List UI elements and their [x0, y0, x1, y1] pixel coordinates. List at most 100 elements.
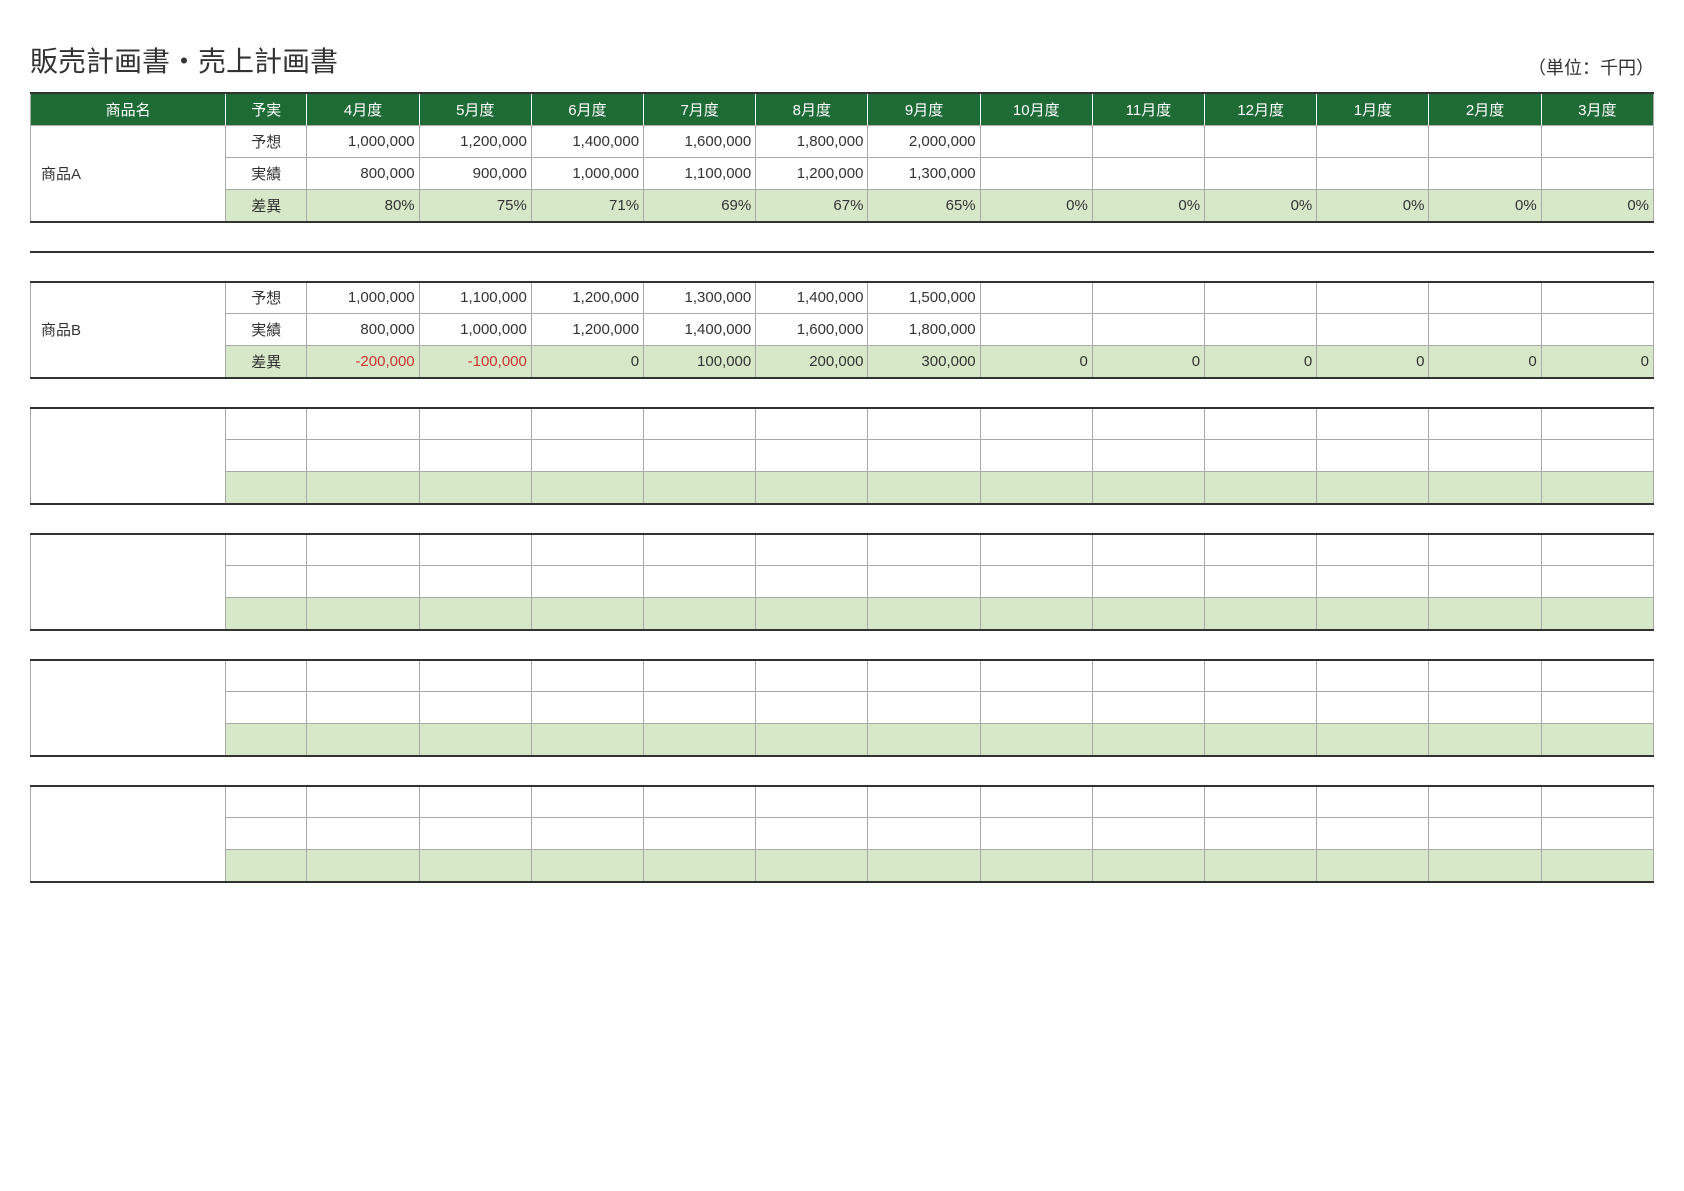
- diff-cell: 0%: [1205, 190, 1317, 222]
- forecast-cell: 1,400,000: [531, 126, 643, 158]
- diff-cell: [307, 724, 419, 756]
- diff-cell: 0: [1317, 346, 1429, 378]
- row-type-diff: [226, 472, 307, 504]
- diff-cell: [1205, 724, 1317, 756]
- diff-cell: [644, 472, 756, 504]
- product-table: [30, 533, 1654, 631]
- diff-cell: [1429, 598, 1541, 630]
- actual-cell: [1317, 818, 1429, 850]
- column-header: 1月度: [1317, 93, 1429, 125]
- diff-cell: 200,000: [756, 346, 868, 378]
- forecast-cell: 1,000,000: [307, 126, 419, 158]
- row-type-actual: [226, 818, 307, 850]
- actual-cell: [1092, 818, 1204, 850]
- actual-cell: [1541, 158, 1653, 190]
- diff-cell: [307, 472, 419, 504]
- diff-cell: [1541, 850, 1653, 882]
- diff-cell: 0: [980, 346, 1092, 378]
- product-table: [30, 407, 1654, 505]
- forecast-cell: [980, 534, 1092, 566]
- diff-cell: -100,000: [419, 346, 531, 378]
- forecast-cell: [419, 660, 531, 692]
- forecast-cell: [419, 408, 531, 440]
- product-table: 商品A予想1,000,0001,200,0001,400,0001,600,00…: [30, 126, 1654, 223]
- page-title: 販売計画書・売上計画書: [30, 40, 338, 80]
- actual-cell: [980, 314, 1092, 346]
- forecast-cell: [531, 786, 643, 818]
- diff-cell: 71%: [531, 190, 643, 222]
- forecast-cell: [1205, 408, 1317, 440]
- forecast-cell: [307, 534, 419, 566]
- forecast-cell: [1092, 126, 1204, 158]
- actual-cell: [419, 818, 531, 850]
- forecast-cell: 1,600,000: [644, 126, 756, 158]
- diff-cell: [1092, 850, 1204, 882]
- diff-cell: [1317, 724, 1429, 756]
- diff-cell: [1317, 472, 1429, 504]
- actual-cell: [980, 440, 1092, 472]
- forecast-cell: [644, 408, 756, 440]
- diff-cell: [980, 724, 1092, 756]
- actual-cell: [980, 818, 1092, 850]
- actual-cell: [756, 818, 868, 850]
- actual-cell: [1205, 158, 1317, 190]
- column-header: 5月度: [419, 93, 531, 125]
- column-header: 7月度: [644, 93, 756, 125]
- actual-cell: [1429, 440, 1541, 472]
- diff-cell: [1092, 724, 1204, 756]
- diff-cell: 67%: [756, 190, 868, 222]
- forecast-cell: [980, 408, 1092, 440]
- diff-cell: [868, 598, 980, 630]
- actual-cell: 1,100,000: [644, 158, 756, 190]
- row-type-actual: [226, 440, 307, 472]
- diff-cell: 0: [531, 346, 643, 378]
- diff-cell: 75%: [419, 190, 531, 222]
- forecast-cell: [1429, 408, 1541, 440]
- actual-cell: [1541, 314, 1653, 346]
- diff-cell: 0: [1429, 346, 1541, 378]
- row-type-diff: 差異: [226, 346, 307, 378]
- diff-cell: [1205, 850, 1317, 882]
- product-name-cell: [31, 660, 226, 756]
- product-table: [30, 785, 1654, 883]
- actual-cell: [980, 158, 1092, 190]
- actual-cell: [419, 566, 531, 598]
- diff-cell: 80%: [307, 190, 419, 222]
- forecast-cell: [756, 408, 868, 440]
- forecast-cell: [1205, 660, 1317, 692]
- actual-cell: [756, 692, 868, 724]
- diff-cell: [531, 850, 643, 882]
- forecast-cell: [1317, 282, 1429, 314]
- forecast-cell: 1,000,000: [307, 282, 419, 314]
- forecast-cell: [1092, 660, 1204, 692]
- forecast-cell: [980, 786, 1092, 818]
- actual-cell: [868, 440, 980, 472]
- forecast-cell: [868, 534, 980, 566]
- forecast-cell: 1,100,000: [419, 282, 531, 314]
- column-header: 4月度: [307, 93, 419, 125]
- forecast-cell: [980, 660, 1092, 692]
- forecast-cell: [756, 534, 868, 566]
- diff-cell: 65%: [868, 190, 980, 222]
- diff-cell: [419, 472, 531, 504]
- actual-cell: [1205, 314, 1317, 346]
- actual-cell: 1,200,000: [531, 314, 643, 346]
- actual-cell: 800,000: [307, 158, 419, 190]
- actual-cell: [644, 566, 756, 598]
- actual-cell: [1205, 818, 1317, 850]
- row-type-diff: 差異: [226, 190, 307, 222]
- actual-cell: [756, 440, 868, 472]
- forecast-cell: [1541, 534, 1653, 566]
- forecast-cell: [980, 126, 1092, 158]
- forecast-cell: [868, 660, 980, 692]
- actual-cell: [1092, 692, 1204, 724]
- actual-cell: 1,400,000: [644, 314, 756, 346]
- forecast-cell: [1317, 534, 1429, 566]
- diff-cell: 300,000: [868, 346, 980, 378]
- column-header: 商品名: [31, 93, 226, 125]
- diff-cell: [531, 472, 643, 504]
- diff-cell: [531, 598, 643, 630]
- diff-cell: [644, 850, 756, 882]
- actual-cell: [1429, 818, 1541, 850]
- actual-cell: [1092, 158, 1204, 190]
